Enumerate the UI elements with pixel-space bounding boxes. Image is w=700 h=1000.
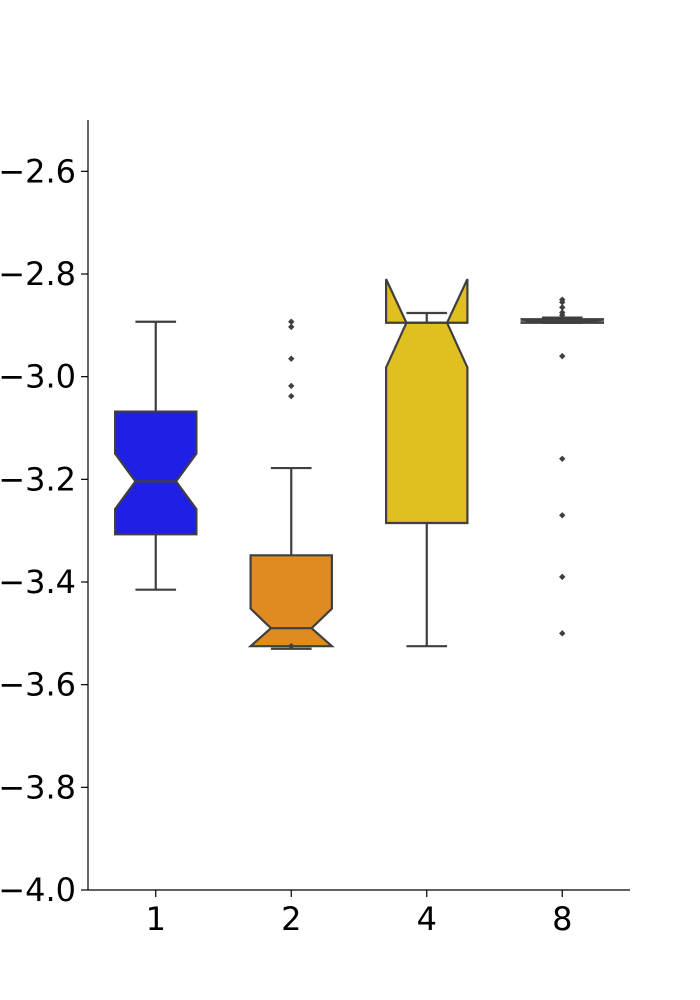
outlier-point xyxy=(288,642,295,650)
outlier-point xyxy=(559,299,566,306)
outlier-point xyxy=(559,311,566,319)
outlier-point xyxy=(288,318,295,325)
box-group-8 xyxy=(520,296,604,637)
y-tick-label: −3.6 xyxy=(0,666,76,704)
x-axis: 1 2 4 8 xyxy=(88,889,630,938)
y-tick-label: −4.0 xyxy=(0,871,76,909)
box-body xyxy=(247,554,335,648)
outlier-point xyxy=(288,323,295,331)
outlier-point xyxy=(559,455,566,462)
y-axis: −4.0 −3.8 −3.6 −3.4 −3.2 −3.0 −2.8 −2.6 xyxy=(0,120,89,909)
box-group-4 xyxy=(385,278,469,648)
outlier-point xyxy=(288,355,295,362)
outlier-point xyxy=(559,304,566,311)
x-tick-label: 8 xyxy=(552,900,572,938)
box-series xyxy=(114,278,604,650)
outlier-point xyxy=(559,352,566,360)
y-tick-label: −3.4 xyxy=(0,563,76,601)
y-tick-label: −3.8 xyxy=(0,768,76,806)
box-body xyxy=(385,278,469,525)
box-body xyxy=(114,410,198,536)
x-tick-label: 4 xyxy=(417,900,437,938)
box-group-2 xyxy=(247,318,335,650)
y-tick-label: −3.2 xyxy=(0,460,76,498)
x-tick-label: 2 xyxy=(281,900,301,938)
y-tick-label: −3.0 xyxy=(0,358,76,396)
outlier-point xyxy=(288,392,295,400)
box-group-1 xyxy=(114,320,198,591)
outlier-point xyxy=(559,630,566,637)
x-tick-label: 1 xyxy=(146,900,166,938)
y-tick-label: −2.6 xyxy=(0,152,76,190)
outlier-point xyxy=(559,573,566,581)
outlier-point xyxy=(559,512,566,519)
y-tick-label: −2.8 xyxy=(0,255,76,293)
outlier-point xyxy=(288,382,295,390)
